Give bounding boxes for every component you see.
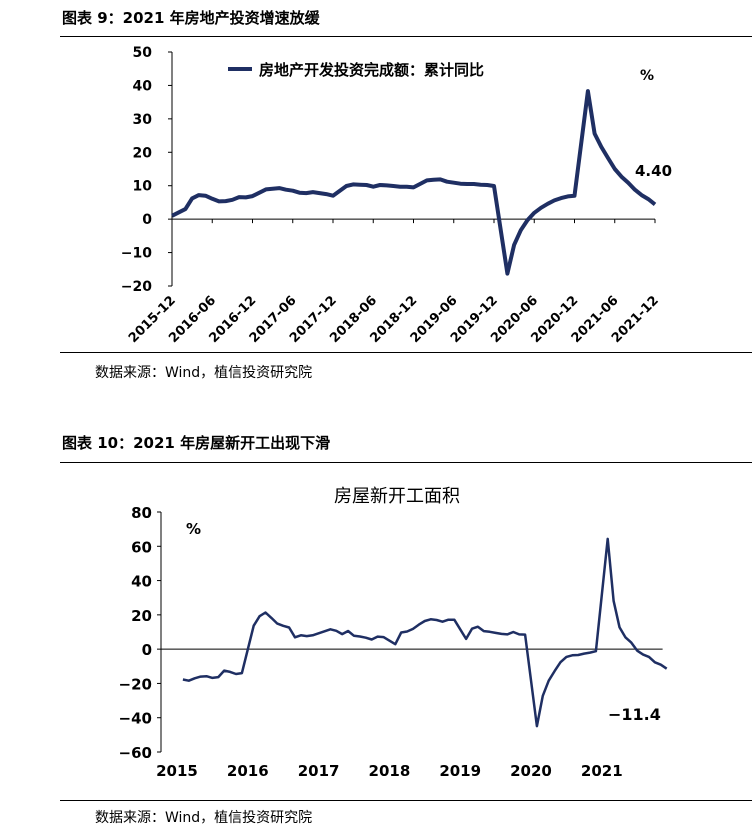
y-tick-label: 40 (133, 78, 153, 94)
x-tick-label: 2020 (510, 762, 552, 780)
y-tick-label: 80 (131, 504, 152, 522)
y-tick-label: 20 (131, 607, 152, 625)
annotation-last-value: −11.4 (608, 705, 661, 724)
x-tick-label: 2016 (227, 762, 269, 780)
y-tick-label: −10 (121, 246, 152, 262)
y-tick-label: 30 (133, 112, 153, 128)
y-tick-label: −20 (119, 675, 152, 693)
figure-2-top-rule (60, 462, 752, 463)
series-line-investment (171, 89, 657, 276)
series-line-new-starts (182, 537, 668, 728)
y-tick-label: 20 (133, 145, 153, 161)
x-tick-label: 2019 (439, 762, 481, 780)
annotation-last-value: 4.40 (635, 162, 672, 180)
figure-1-title: 图表 9：2021 年房地产投资增速放缓 (62, 9, 320, 27)
y-tick-label: 40 (131, 573, 152, 591)
figure-1-source: 数据来源：Wind，植信投资研究院 (95, 365, 313, 381)
chart-2-title: 房屋新开工面积 (334, 486, 460, 507)
y-tick-label: 0 (142, 641, 152, 659)
unit-label: % (186, 520, 201, 538)
y-tick-label: 10 (133, 179, 153, 195)
figure-2-title: 图表 10：2021 年房屋新开工出现下滑 (62, 434, 331, 452)
legend-label: 房地产开发投资完成额：累计同比 (259, 61, 484, 79)
y-tick-label: −60 (119, 744, 152, 762)
unit-label: % (640, 68, 654, 84)
x-tick-label: 2017 (298, 762, 340, 780)
chart-1-investment-yoy: −20−10010203040502015-122016-062016-1220… (121, 45, 672, 346)
y-tick-label: −40 (119, 710, 152, 728)
y-tick-label: 60 (131, 538, 152, 556)
chart-2-new-starts: 房屋新开工面积 −60 −40 −20 0 20 40 60 80 2015 2016 2017 201… (119, 486, 668, 780)
x-tick-label: 2018 (369, 762, 411, 780)
x-tick-label: 2015 (156, 762, 198, 780)
figure-2-source: 数据来源：Wind，植信投资研究院 (95, 810, 313, 826)
figure-2-bottom-rule (60, 800, 752, 801)
y-tick-label: 0 (142, 212, 152, 228)
figure-1-bottom-rule (60, 352, 752, 353)
x-tick-label: 2021 (581, 762, 623, 780)
figure-1-top-rule (60, 36, 752, 37)
y-tick-label: 50 (133, 45, 153, 61)
y-tick-label: −20 (121, 279, 152, 295)
